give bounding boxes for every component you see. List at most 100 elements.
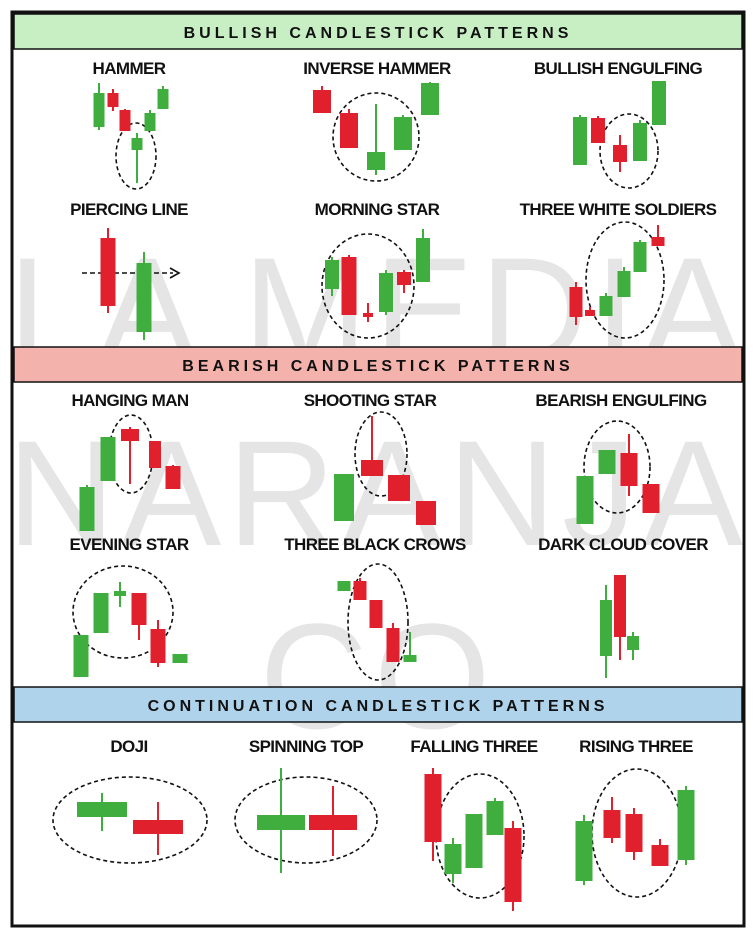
candle-body: [121, 429, 139, 441]
candle-body: [627, 636, 639, 650]
falling-three-candle-5: [504, 821, 522, 911]
candle-body: [394, 117, 412, 150]
bullish-banner-title: BULLISH CANDLESTICK PATTERNS: [184, 25, 573, 42]
candle-body: [569, 287, 583, 317]
hammer-candle-3: [119, 109, 131, 131]
candle-body: [367, 152, 385, 170]
three-black-crows-candle-5: [403, 632, 417, 662]
pattern-title-shooting-star: SHOOTING STAR: [304, 391, 437, 410]
arrow-head-icon: [169, 267, 181, 279]
candle-body: [444, 844, 462, 874]
hanging-man-candle-2: [100, 437, 116, 481]
falling-three-candle-3: [465, 814, 483, 868]
candle-body: [504, 828, 522, 902]
candle-body: [651, 845, 669, 866]
candle-body: [133, 820, 183, 834]
candle-body: [575, 821, 593, 881]
three-white-soldiers-candle-4: [617, 267, 631, 297]
dark-cloud-cover-candle-3: [627, 632, 639, 660]
candle-body: [598, 450, 616, 474]
pattern-title-hammer: HAMMER: [93, 59, 166, 78]
hammer-candle-4: [131, 133, 143, 183]
candle-body: [585, 310, 595, 316]
candle-body: [651, 237, 665, 246]
hanging-man-candle-3: [121, 427, 139, 484]
candle-body: [131, 593, 147, 625]
candle-body: [369, 600, 383, 628]
candle-body: [379, 273, 393, 312]
candle-body: [573, 117, 587, 165]
candle-body: [421, 83, 439, 115]
rising-three-candle-4: [651, 839, 669, 866]
pattern-title-bullish-engulfing: BULLISH ENGULFING: [534, 59, 703, 78]
inverse-hammer-candle-3: [367, 104, 385, 175]
candle-body: [79, 487, 95, 531]
candle-body: [403, 655, 417, 662]
bearish-banner-title: BEARISH CANDLESTICK PATTERNS: [182, 358, 573, 375]
doji-highlight: [52, 776, 208, 864]
candle-body: [388, 475, 410, 501]
three-white-soldiers-highlight: [585, 221, 665, 339]
candle-body: [309, 815, 357, 830]
three-white-soldiers-candle-5: [633, 240, 647, 272]
candle-body: [93, 593, 109, 633]
rising-three-candle-1: [575, 815, 593, 885]
pattern-titles: HAMMER INVERSE HAMMER BULLISH ENGULFING …: [69, 59, 717, 756]
pattern-title-morning-star: MORNING STAR: [315, 200, 440, 219]
three-black-crows-highlight: [347, 563, 409, 681]
outer-border: [10, 10, 746, 928]
dark-cloud-cover-candle-1: [600, 585, 612, 678]
rising-three-candle-3: [625, 808, 643, 860]
bullish-engulfing-candle-1: [573, 115, 587, 165]
candle-body: [486, 801, 504, 835]
candle-body: [107, 93, 119, 107]
candle-body: [642, 484, 660, 513]
candle-body: [599, 296, 613, 316]
candle-body: [341, 257, 357, 315]
candle-body: [625, 814, 643, 852]
pattern-title-three-white-soldiers: THREE WHITE SOLDIERS: [520, 200, 717, 219]
candle-body: [353, 581, 367, 600]
candle-body: [313, 90, 331, 113]
three-black-crows-candle-3: [369, 600, 383, 628]
bearish-engulfing-candle-4: [642, 484, 660, 513]
candle-body: [172, 654, 188, 663]
candles: [73, 81, 695, 911]
bullish-engulfing-candle-4: [633, 120, 647, 161]
bullish-engulfing-candle-3: [613, 135, 627, 172]
candle-body: [144, 113, 156, 131]
evening-star-candle-5: [150, 620, 166, 667]
pattern-title-inverse-hammer: INVERSE HAMMER: [303, 59, 451, 78]
doji-candle-1: [77, 793, 127, 831]
candle-body: [416, 501, 436, 525]
candle-body: [620, 453, 638, 486]
inverse-hammer-highlight: [332, 92, 420, 182]
candle-body: [337, 581, 351, 591]
hammer-candle-6: [157, 86, 169, 109]
bullish-engulfing-highlight: [599, 113, 659, 189]
candle-body: [136, 263, 152, 332]
candle-body: [149, 441, 161, 468]
spinning-top-candle-1: [257, 768, 305, 873]
candle-body: [131, 138, 143, 150]
evening-star-candle-4: [131, 593, 147, 640]
candle-body: [465, 814, 483, 868]
pattern-title-dark-cloud-cover: DARK CLOUD COVER: [538, 535, 708, 554]
candle-body: [614, 575, 626, 637]
bearish-engulfing-candle-3: [620, 434, 638, 496]
morning-star-candle-2: [341, 255, 357, 315]
candle-body: [100, 238, 116, 306]
candle-body: [77, 802, 127, 817]
candle-body: [613, 145, 627, 162]
candle-body: [363, 313, 373, 317]
bearish-engulfing-candle-1: [576, 476, 594, 524]
candle-body: [603, 810, 621, 838]
inverse-hammer-candle-1: [313, 86, 331, 113]
doji-candle-2: [133, 802, 183, 855]
piercing-line-arrow: [82, 267, 181, 279]
rising-three-candle-5: [677, 786, 695, 865]
hanging-man-candle-1: [79, 485, 95, 531]
candle-body: [677, 790, 695, 860]
candle-body: [591, 118, 605, 143]
